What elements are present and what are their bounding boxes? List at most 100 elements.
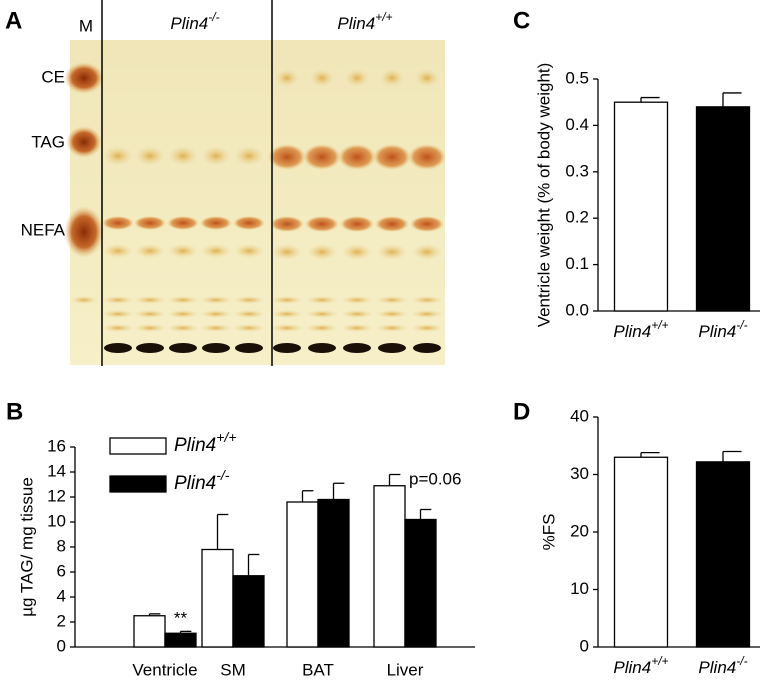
band xyxy=(275,69,299,87)
bar xyxy=(317,498,350,648)
band xyxy=(201,244,231,258)
y-tick-label: 4 xyxy=(57,586,66,605)
origin-spot xyxy=(136,343,164,353)
y-tick-label: 8 xyxy=(57,536,66,555)
band xyxy=(103,244,133,258)
legend-swatch xyxy=(109,437,167,455)
text-part: -/- xyxy=(736,318,747,332)
text-part: -/- xyxy=(736,654,747,668)
faint-band xyxy=(306,324,338,332)
bar xyxy=(695,106,751,312)
bar xyxy=(373,485,406,648)
faint-band xyxy=(341,310,373,318)
faint-band xyxy=(200,296,232,304)
y-tick-label: 2 xyxy=(57,611,66,630)
band xyxy=(200,216,232,230)
band xyxy=(375,216,409,232)
band xyxy=(135,146,165,166)
faint-band xyxy=(70,296,98,304)
panel-letter: B xyxy=(6,398,23,425)
band xyxy=(201,146,231,166)
band xyxy=(234,244,264,258)
faint-band xyxy=(233,324,265,332)
marker-spot xyxy=(66,126,102,158)
band xyxy=(408,144,446,170)
x-tick-label: Plin4-/- xyxy=(698,318,747,341)
band xyxy=(310,69,334,87)
y-axis-title: %FS xyxy=(539,514,558,551)
faint-band xyxy=(411,310,443,318)
faint-band xyxy=(271,310,303,318)
x-tick-label: Plin4-/- xyxy=(698,654,747,677)
origin-spot xyxy=(104,343,132,353)
bar xyxy=(232,575,265,648)
bar xyxy=(613,456,669,648)
marker-spot xyxy=(64,206,104,258)
faint-band xyxy=(200,310,232,318)
panel-letter: C xyxy=(513,7,530,34)
band xyxy=(305,216,339,232)
faint-band xyxy=(376,310,408,318)
text-part: Plin4 xyxy=(174,473,216,494)
faint-band xyxy=(271,296,303,304)
band xyxy=(270,216,304,232)
bar xyxy=(613,101,669,312)
x-tick-label: Plin4+/+ xyxy=(613,654,668,677)
faint-band xyxy=(167,310,199,318)
faint-band xyxy=(341,324,373,332)
y-tick-label: 0.4 xyxy=(565,115,589,134)
faint-band xyxy=(306,296,338,304)
bar xyxy=(133,615,166,648)
faint-band xyxy=(376,296,408,304)
x-tick-label: Ventricle xyxy=(132,660,197,679)
annotation: p=0.06 xyxy=(409,469,461,488)
text-part: Plin4 xyxy=(698,322,736,341)
faint-band xyxy=(271,324,303,332)
legend-swatch xyxy=(109,475,167,493)
faint-band xyxy=(102,296,134,304)
annotation: ** xyxy=(174,609,188,628)
band-label: NEFA xyxy=(21,220,66,239)
y-tick-label: 12 xyxy=(47,486,66,505)
y-tick-label: 0.0 xyxy=(565,300,589,319)
band xyxy=(272,244,302,260)
y-tick-label: 20 xyxy=(570,521,589,540)
band xyxy=(340,216,374,232)
band xyxy=(233,216,265,230)
faint-band xyxy=(411,296,443,304)
band xyxy=(380,69,404,87)
faint-band xyxy=(200,324,232,332)
y-tick-label: 0.3 xyxy=(565,161,589,180)
band xyxy=(412,244,442,260)
panel-letter: A xyxy=(5,7,22,34)
band xyxy=(303,144,341,170)
origin-spot xyxy=(273,343,301,353)
band xyxy=(415,69,439,87)
x-tick-label: Liver xyxy=(387,660,424,679)
faint-band xyxy=(134,296,166,304)
faint-band xyxy=(134,324,166,332)
text-part: +/+ xyxy=(651,318,668,332)
band xyxy=(234,146,264,166)
y-tick-label: 10 xyxy=(47,511,66,530)
band xyxy=(338,144,376,170)
faint-band xyxy=(102,310,134,318)
origin-spot xyxy=(235,343,263,353)
origin-spot xyxy=(169,343,197,353)
tlc-image xyxy=(64,40,446,365)
y-tick-label: 0.1 xyxy=(565,254,589,273)
band xyxy=(345,69,369,87)
text-part: -/- xyxy=(216,467,230,483)
lane-label: M xyxy=(79,16,93,35)
bar xyxy=(201,548,234,648)
origin-spot xyxy=(308,343,336,353)
group-label: Plin4-/- xyxy=(170,10,219,33)
text-part: Plin4 xyxy=(613,322,651,341)
text-part: +/+ xyxy=(216,429,236,445)
x-tick-label: Plin4+/+ xyxy=(613,318,668,341)
y-tick-label: 6 xyxy=(57,561,66,580)
bar xyxy=(404,518,437,648)
faint-band xyxy=(306,310,338,318)
band-label: TAG xyxy=(31,132,65,151)
band xyxy=(134,216,166,230)
